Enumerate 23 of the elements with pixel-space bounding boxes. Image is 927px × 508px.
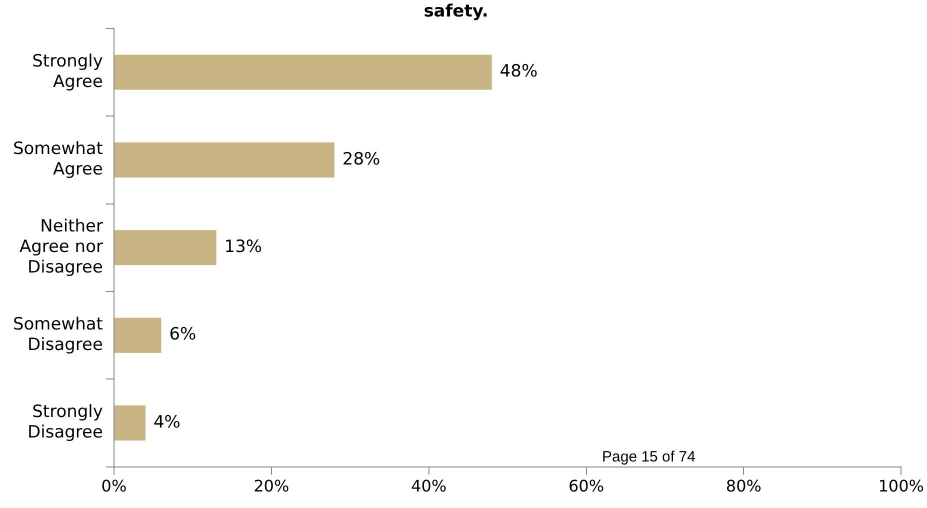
y-tick-label: Somewhat Disagree xyxy=(12,314,104,355)
bar xyxy=(114,54,492,90)
data-label: 6% xyxy=(169,324,196,345)
x-tick-label: 20% xyxy=(254,476,290,496)
y-tick-label: Strongly Disagree xyxy=(28,402,103,443)
y-tick-label: Somewhat Agree xyxy=(12,139,104,180)
data-label: 4% xyxy=(153,412,180,432)
x-tick-label: 60% xyxy=(568,476,604,496)
bar xyxy=(114,142,334,178)
x-tick-label: 100% xyxy=(878,476,924,496)
data-label: 48% xyxy=(500,62,538,82)
data-label: 13% xyxy=(224,237,262,258)
annotation: Page 15 of 74 xyxy=(602,448,696,466)
x-tick-label: 80% xyxy=(726,476,762,496)
x-tick-label: 40% xyxy=(411,476,447,496)
x-tick-label: 0% xyxy=(101,476,127,496)
data-label: 28% xyxy=(342,149,380,170)
chart-title: safety. xyxy=(424,2,488,22)
y-tick-label: Strongly Agree xyxy=(32,51,103,92)
bar xyxy=(114,405,146,440)
y-tick-label: Neither Agree nor Disagree xyxy=(19,216,103,278)
bar xyxy=(114,230,216,266)
bar xyxy=(114,318,162,353)
